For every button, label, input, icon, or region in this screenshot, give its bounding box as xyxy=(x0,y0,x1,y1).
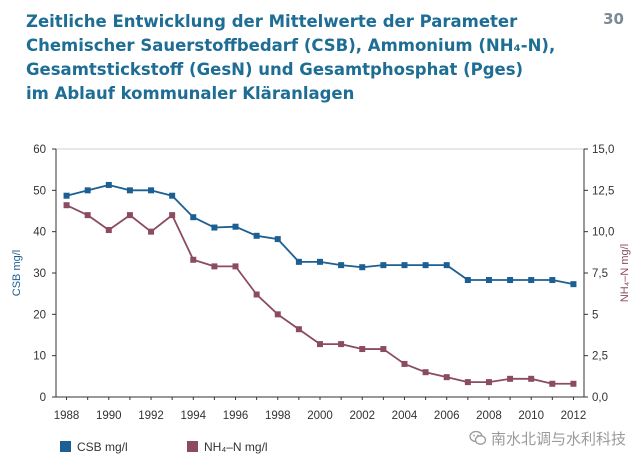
title-line-3: Gesamtstickstoff (GesN) und Gesamtphosph… xyxy=(26,60,524,79)
y-left-tick-label: 60 xyxy=(33,144,46,156)
data-point-nh4 xyxy=(274,311,281,318)
data-point-nh4 xyxy=(359,346,366,353)
page-number: 30 xyxy=(603,10,624,28)
data-point-nh4 xyxy=(84,212,91,219)
data-point-csb xyxy=(148,187,155,194)
y-left-tick-label: 0 xyxy=(40,392,46,404)
legend-item-csb: CSB mg/l xyxy=(60,440,128,454)
data-point-csb xyxy=(507,277,514,284)
data-point-csb xyxy=(317,258,323,265)
data-point-csb xyxy=(401,262,408,269)
data-point-nh4 xyxy=(507,375,514,382)
watermark-text: 南水北调与水利科技 xyxy=(490,430,626,448)
data-point-csb xyxy=(274,236,281,243)
data-point-csb xyxy=(84,187,91,194)
x-tick-label: 1988 xyxy=(54,410,80,422)
y-right-tick-label: 10,0 xyxy=(592,227,614,239)
data-point-nh4 xyxy=(253,291,260,298)
data-point-csb xyxy=(422,262,429,269)
legend-label-nh4: NH₄–N mg/l xyxy=(204,440,268,454)
y-right-tick-label: 0,0 xyxy=(592,392,608,404)
data-point-nh4 xyxy=(317,341,323,348)
x-tick-label: 2012 xyxy=(561,410,587,422)
y-left-tick-label: 10 xyxy=(33,351,46,363)
data-point-csb xyxy=(105,181,112,188)
legend-swatch-csb xyxy=(60,441,71,452)
watermark: 南水北调与水利科技 xyxy=(469,428,626,449)
title-line-2: Chemischer Sauerstoffbedarf (CSB), Ammon… xyxy=(26,36,556,55)
legend-label-csb: CSB mg/l xyxy=(77,440,128,454)
data-point-nh4 xyxy=(148,228,155,235)
legend-swatch-nh4 xyxy=(187,441,198,452)
x-tick-label: 2000 xyxy=(307,410,333,422)
data-point-nh4 xyxy=(169,212,176,219)
chart-title: Zeitliche Entwicklung der Mittelwerte de… xyxy=(26,10,586,106)
x-tick-label: 2010 xyxy=(518,410,544,422)
data-point-csb xyxy=(359,264,366,271)
data-point-csb xyxy=(528,277,535,284)
title-line-1: Zeitliche Entwicklung der Mittelwerte de… xyxy=(26,12,518,31)
data-point-csb xyxy=(338,262,345,269)
y-right-tick-label: 15,0 xyxy=(592,144,614,156)
x-tick-label: 2002 xyxy=(349,410,375,422)
y-left-tick-label: 20 xyxy=(33,309,46,321)
data-point-nh4 xyxy=(105,227,112,234)
data-point-nh4 xyxy=(464,379,471,386)
data-point-csb xyxy=(485,277,492,284)
series-line-csb xyxy=(66,184,574,286)
data-point-nh4 xyxy=(338,341,345,348)
data-point-csb xyxy=(126,187,133,194)
data-point-csb xyxy=(464,277,471,284)
data-point-nh4 xyxy=(422,369,429,376)
title-line-4: im Ablauf kommunaler Kläranlagen xyxy=(26,84,355,103)
y-right-tick-label: 2,5 xyxy=(592,351,608,363)
data-point-nh4 xyxy=(126,212,133,219)
data-point-csb xyxy=(190,214,197,221)
data-point-csb xyxy=(295,258,302,265)
data-point-csb xyxy=(232,223,239,230)
data-point-csb xyxy=(63,192,70,199)
x-tick-label: 2006 xyxy=(434,410,460,422)
data-point-nh4 xyxy=(190,256,197,263)
data-point-nh4 xyxy=(232,263,239,270)
legend-item-nh4: NH₄–N mg/l xyxy=(187,440,268,454)
y-right-tick-label: 7,5 xyxy=(592,268,608,280)
data-point-nh4 xyxy=(549,380,556,387)
x-tick-label: 1996 xyxy=(223,410,249,422)
data-point-csb xyxy=(570,281,577,288)
y-left-axis-title: CSB mg/l xyxy=(11,250,23,296)
data-point-csb xyxy=(169,192,176,199)
y-left-tick-label: 50 xyxy=(33,185,46,197)
series-line-nh4 xyxy=(66,204,574,385)
data-point-nh4 xyxy=(380,346,387,353)
y-right-tick-label: 5 xyxy=(592,309,598,321)
x-tick-label: 1990 xyxy=(96,410,122,422)
data-point-csb xyxy=(253,232,260,239)
data-point-nh4 xyxy=(401,360,408,367)
y-left-tick-label: 30 xyxy=(33,268,46,280)
x-tick-label: 1998 xyxy=(265,410,291,422)
data-point-nh4 xyxy=(485,379,492,386)
data-point-csb xyxy=(211,224,218,231)
data-point-nh4 xyxy=(443,374,450,381)
x-tick-label: 2004 xyxy=(392,410,418,422)
data-point-csb xyxy=(443,262,450,269)
data-point-csb xyxy=(549,277,556,284)
data-point-csb xyxy=(380,262,387,269)
data-point-nh4 xyxy=(570,380,577,387)
data-point-nh4 xyxy=(211,263,218,270)
x-tick-label: 1994 xyxy=(180,410,206,422)
x-tick-label: 1992 xyxy=(138,410,164,422)
y-right-axis-title: NH₄–N mg/l xyxy=(619,244,631,302)
x-tick-label: 2008 xyxy=(476,410,502,422)
data-point-nh4 xyxy=(295,326,302,333)
y-right-tick-label: 12,5 xyxy=(592,185,614,197)
wechat-icon xyxy=(469,430,487,445)
data-point-nh4 xyxy=(63,202,70,209)
data-point-nh4 xyxy=(528,375,535,382)
y-left-tick-label: 40 xyxy=(33,227,46,239)
